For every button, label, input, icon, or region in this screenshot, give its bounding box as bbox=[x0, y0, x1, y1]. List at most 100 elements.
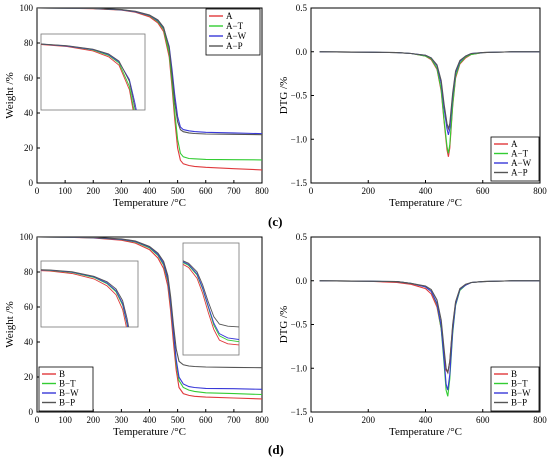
legend-label: A−T bbox=[226, 21, 244, 31]
y-tick-label: 80 bbox=[24, 38, 34, 48]
x-axis-label: Temperature /°C bbox=[389, 426, 462, 438]
chart-tg-B: 0 100 200 300 400 500 600 700 800 0 20 40 60 80 100 Tem… bbox=[4, 232, 269, 438]
y-tick-label: −1.5 bbox=[291, 407, 308, 417]
panel-label-c: (c) bbox=[268, 214, 283, 229]
y-tick-label: −1.5 bbox=[291, 178, 308, 188]
x-tick-label: 200 bbox=[87, 415, 101, 425]
x-tick-label: 100 bbox=[58, 186, 72, 196]
legend-label: B−T bbox=[511, 379, 528, 389]
chart-tg-A: 0 100 200 300 400 500 600 700 800 0 20 40 60 80 100 Tem… bbox=[4, 3, 269, 209]
legend-label: B bbox=[511, 369, 517, 379]
legend: AA−TA−WA−P bbox=[490, 136, 540, 182]
series-line-ap bbox=[319, 51, 540, 131]
y-tick-label: 0.0 bbox=[296, 47, 308, 57]
inset-series-line bbox=[183, 261, 239, 340]
x-tick-label: 0 bbox=[35, 186, 40, 196]
x-tick-label: 800 bbox=[255, 415, 269, 425]
x-tick-label: 0 bbox=[35, 415, 40, 425]
x-tick-label: 800 bbox=[533, 186, 547, 196]
y-axis-label: DTG /% bbox=[278, 77, 290, 115]
legend-label: B−W bbox=[59, 388, 79, 398]
series-line-bp bbox=[319, 280, 540, 375]
y-tick-label: 60 bbox=[24, 302, 34, 312]
legend-label: A bbox=[226, 11, 233, 21]
x-axis-label: Temperature /°C bbox=[389, 197, 462, 209]
inset-0 bbox=[40, 33, 146, 111]
x-tick-label: 100 bbox=[58, 415, 72, 425]
y-tick-label: −1.0 bbox=[291, 363, 308, 373]
x-tick-label: 0 bbox=[309, 415, 314, 425]
legend-label: A−T bbox=[511, 149, 529, 159]
x-tick-label: 700 bbox=[227, 415, 241, 425]
x-axis-label: Temperature /°C bbox=[113, 197, 186, 209]
x-tick-label: 600 bbox=[199, 415, 213, 425]
x-tick-label: 600 bbox=[476, 415, 490, 425]
y-tick-label: 0.5 bbox=[296, 3, 308, 13]
x-tick-label: 500 bbox=[171, 186, 185, 196]
legend-label: B bbox=[59, 369, 65, 379]
legend-label: B−P bbox=[511, 398, 527, 408]
legend: BB−TB−WB−P bbox=[490, 366, 540, 412]
x-tick-label: 300 bbox=[115, 186, 129, 196]
x-tick-label: 400 bbox=[419, 186, 433, 196]
y-axis-label: DTG /% bbox=[278, 306, 290, 344]
y-tick-label: 20 bbox=[24, 372, 34, 382]
x-tick-label: 200 bbox=[362, 186, 376, 196]
x-tick-label: 800 bbox=[533, 415, 547, 425]
y-tick-label: −0.5 bbox=[291, 320, 308, 330]
y-tick-label: 40 bbox=[24, 108, 34, 118]
x-tick-label: 400 bbox=[143, 186, 157, 196]
y-tick-label: 60 bbox=[24, 73, 34, 83]
chart-dtg-A: 0 200 400 600 800 0.5 0.0 −0.5 −1.0 −1.5 Temperatu… bbox=[278, 3, 547, 209]
legend-label: A bbox=[511, 139, 518, 149]
inset-1 bbox=[182, 242, 240, 356]
x-tick-label: 500 bbox=[171, 415, 185, 425]
y-axis-label: Weight /% bbox=[4, 72, 16, 118]
legend-label: A−W bbox=[226, 31, 247, 41]
legend: AA−TA−WA−P bbox=[205, 8, 261, 56]
x-tick-label: 600 bbox=[476, 186, 490, 196]
y-tick-label: 40 bbox=[24, 337, 34, 347]
inset-series-line bbox=[183, 260, 239, 328]
y-tick-label: 0.5 bbox=[296, 232, 308, 242]
y-tick-label: −0.5 bbox=[291, 91, 308, 101]
inset-frame bbox=[40, 33, 146, 111]
series-line-bp bbox=[37, 237, 262, 369]
panel-label-d: (d) bbox=[268, 442, 284, 457]
legend-label: A−P bbox=[226, 41, 243, 51]
y-tick-label: 100 bbox=[20, 232, 34, 242]
legend-label: A−P bbox=[511, 168, 528, 178]
legend-label: A−W bbox=[511, 158, 532, 168]
x-tick-label: 300 bbox=[115, 415, 129, 425]
inset-frame bbox=[182, 242, 240, 356]
series-line-aw bbox=[319, 51, 540, 136]
inset-series-line bbox=[41, 43, 137, 110]
y-tick-label: 0 bbox=[29, 407, 34, 417]
x-tick-label: 400 bbox=[419, 415, 433, 425]
inset-series-line bbox=[41, 43, 136, 110]
x-tick-label: 200 bbox=[362, 415, 376, 425]
y-tick-label: 0 bbox=[29, 178, 34, 188]
x-axis-label: Temperature /°C bbox=[113, 426, 186, 438]
series-line-b bbox=[319, 280, 540, 375]
legend: BB−TB−WB−P bbox=[38, 366, 94, 412]
legend-label: B−P bbox=[59, 398, 75, 408]
x-tick-label: 700 bbox=[227, 186, 241, 196]
x-tick-label: 200 bbox=[87, 186, 101, 196]
inset-series-line bbox=[183, 263, 239, 346]
x-tick-label: 600 bbox=[199, 186, 213, 196]
inset-series-line bbox=[41, 269, 130, 327]
y-tick-label: 20 bbox=[24, 143, 34, 153]
y-tick-label: 80 bbox=[24, 267, 34, 277]
legend-label: B−W bbox=[511, 388, 531, 398]
y-tick-label: 100 bbox=[20, 3, 34, 13]
series-line-b bbox=[37, 237, 262, 400]
legend-label: B−T bbox=[59, 379, 76, 389]
inset-series-line bbox=[41, 270, 127, 327]
x-tick-label: 0 bbox=[309, 186, 314, 196]
y-axis-label: Weight /% bbox=[4, 301, 16, 347]
x-tick-label: 400 bbox=[143, 415, 157, 425]
y-tick-label: −1.0 bbox=[291, 134, 308, 144]
inset-0 bbox=[40, 260, 139, 328]
